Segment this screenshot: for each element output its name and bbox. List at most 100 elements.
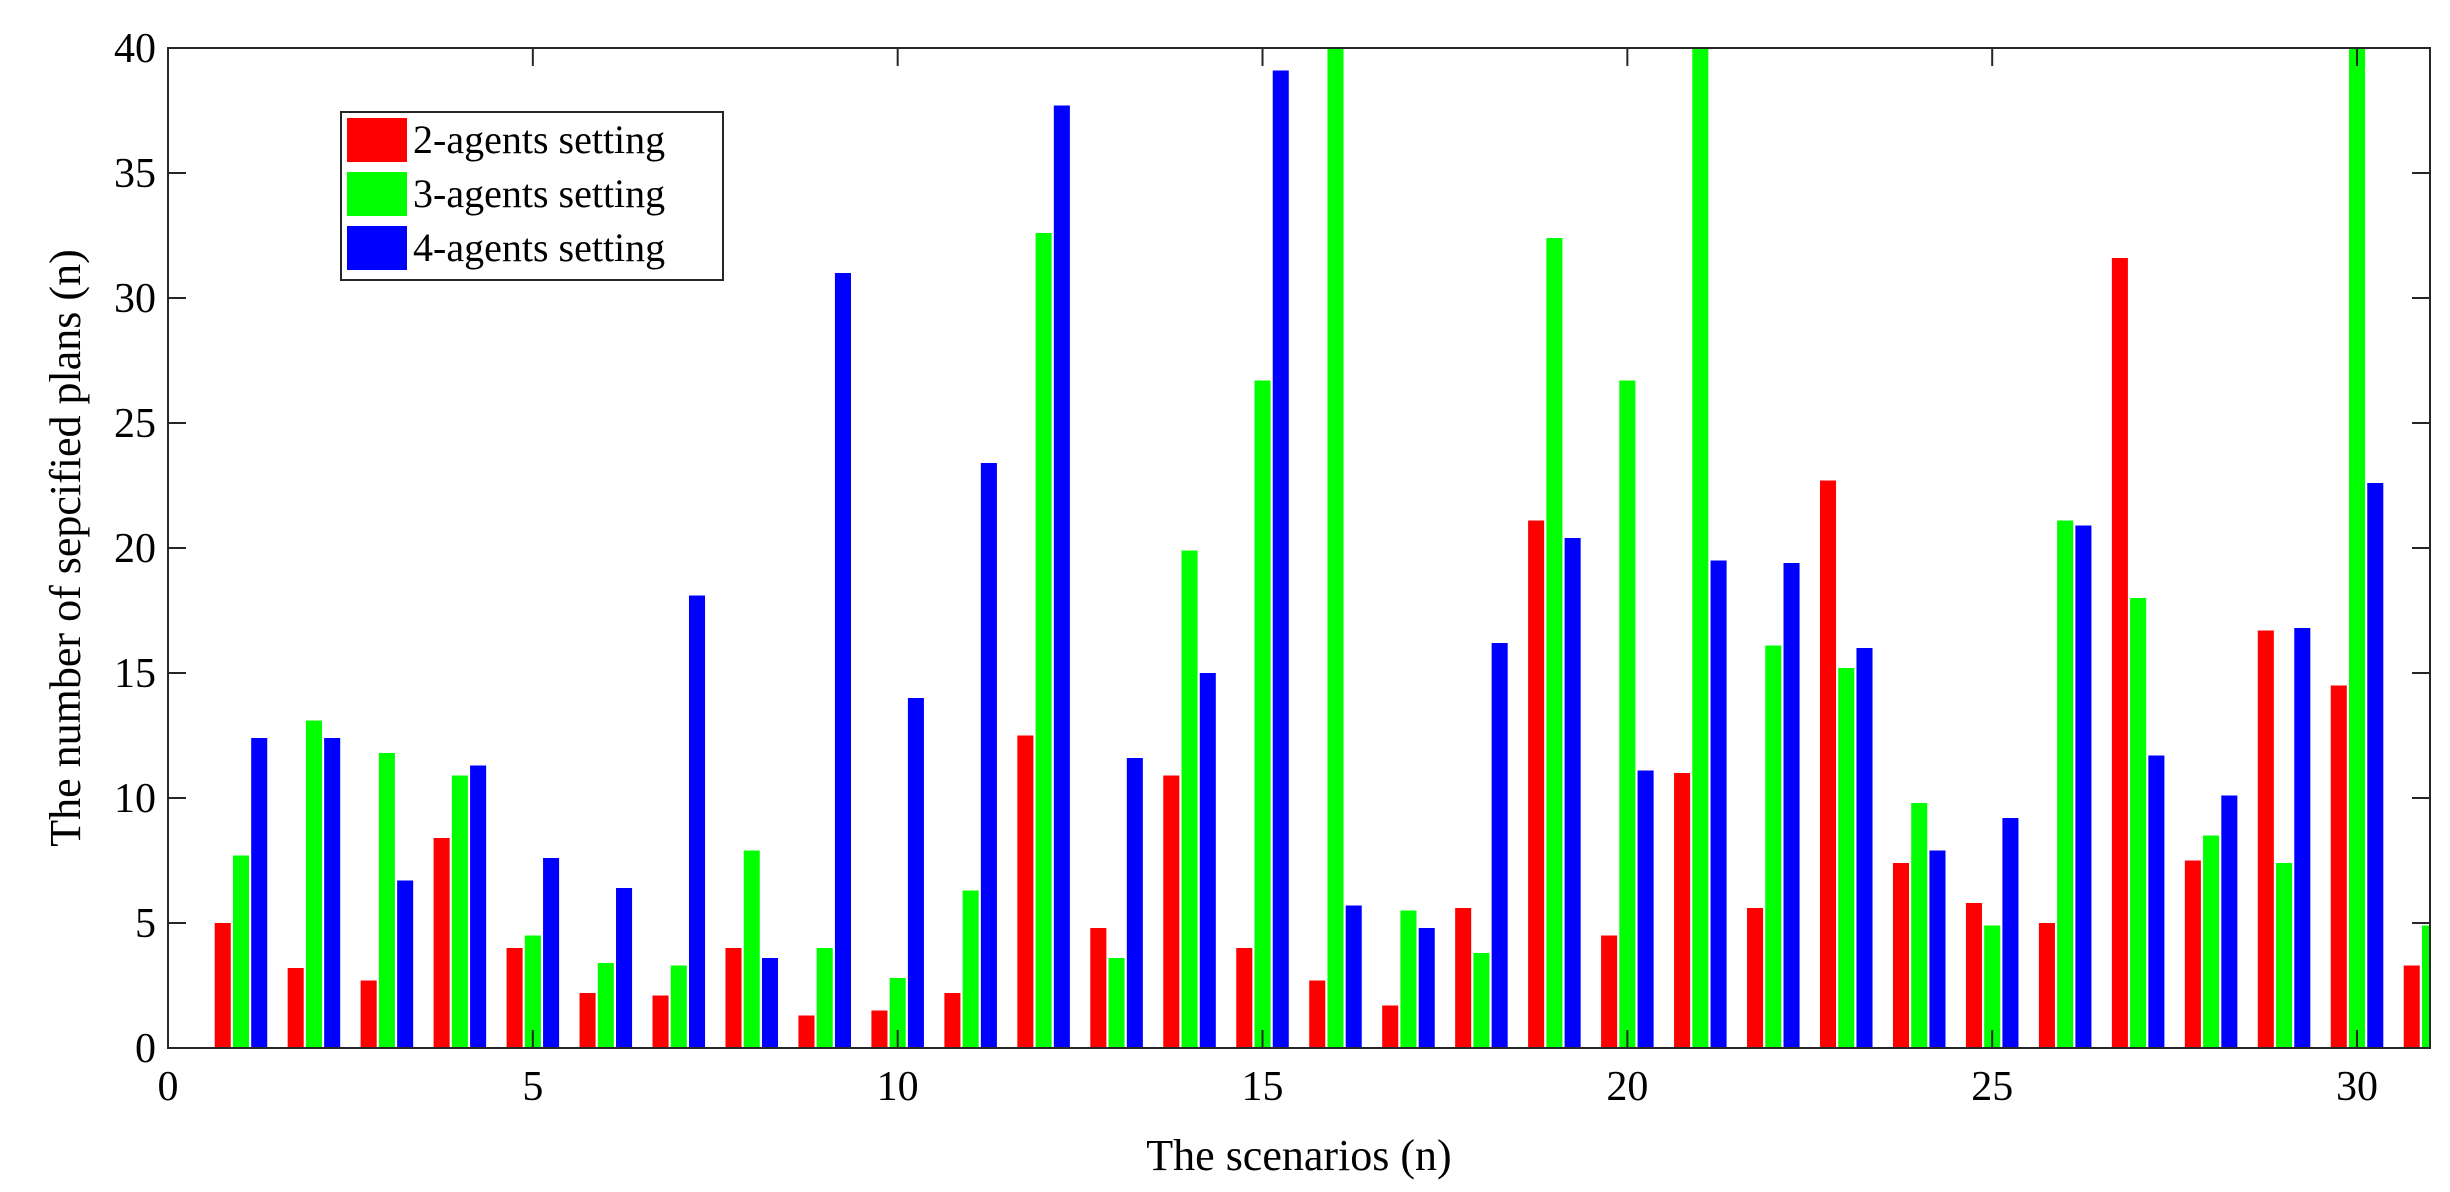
bar-series2-cat8 xyxy=(743,850,760,1048)
y-axis-label: The number of sepcified plans (n) xyxy=(41,249,90,846)
bar-series1-cat27 xyxy=(2111,258,2128,1048)
bar-series3-cat22 xyxy=(1783,563,1800,1048)
bar-series1-cat31 xyxy=(2403,965,2420,1048)
bar-series3-cat11 xyxy=(980,463,997,1048)
bar-series3-cat21 xyxy=(1710,560,1727,1048)
bar-series3-cat27 xyxy=(2148,755,2165,1048)
bar-series2-cat1 xyxy=(232,855,249,1048)
bar-series2-cat17 xyxy=(1400,910,1417,1048)
bar-series3-cat24 xyxy=(1929,850,1946,1048)
bar-series3-cat4 xyxy=(470,765,487,1048)
legend-label-1: 2-agents setting xyxy=(413,117,665,162)
bar-series2-cat7 xyxy=(670,965,687,1048)
x-tick-label: 25 xyxy=(1971,1064,2013,1110)
bars-group xyxy=(214,48,2430,1048)
bar-series1-cat4 xyxy=(433,838,450,1048)
y-tick-label: 40 xyxy=(114,26,156,72)
y-tick-label: 15 xyxy=(114,651,156,697)
bar-series2-cat21 xyxy=(1692,48,1709,1048)
bar-series1-cat23 xyxy=(1819,480,1837,1048)
x-tick-label: 15 xyxy=(1242,1064,1284,1110)
bar-series1-cat14 xyxy=(1163,775,1180,1048)
bar-series1-cat24 xyxy=(1892,863,1910,1048)
x-tick-label: 0 xyxy=(158,1064,179,1110)
x-tick-label: 30 xyxy=(2336,1064,2378,1110)
bar-series2-cat13 xyxy=(1108,958,1125,1048)
x-axis-label: The scenarios (n) xyxy=(1146,1131,1451,1180)
bar-series1-cat2 xyxy=(287,968,304,1048)
bar-series3-cat16 xyxy=(1345,905,1362,1048)
bar-series2-cat28 xyxy=(2203,835,2220,1048)
bar-series2-cat18 xyxy=(1473,953,1490,1048)
bar-series1-cat12 xyxy=(1017,735,1034,1048)
bar-series1-cat20 xyxy=(1601,935,1618,1048)
bar-series3-cat7 xyxy=(688,595,706,1048)
bar-series3-cat14 xyxy=(1199,673,1216,1048)
y-ticks: 0 5 10 15 20 25 30 35 40 xyxy=(114,26,2430,1072)
bar-series1-cat3 xyxy=(360,980,377,1048)
x-tick-label: 20 xyxy=(1606,1064,1648,1110)
bar-series3-cat2 xyxy=(324,738,341,1048)
legend-label-2: 3-agents setting xyxy=(413,171,665,216)
bar-series2-cat15 xyxy=(1254,380,1271,1048)
bar-series2-cat31 xyxy=(2421,925,2430,1048)
bar-series3-cat17 xyxy=(1418,928,1435,1048)
x-tick-label: 10 xyxy=(877,1064,919,1110)
bar-series3-cat30 xyxy=(2367,483,2384,1048)
legend-swatch-1 xyxy=(347,118,407,162)
bar-series2-cat12 xyxy=(1035,233,1052,1048)
bar-series2-cat30 xyxy=(2349,48,2366,1048)
bar-series1-cat29 xyxy=(2257,630,2274,1048)
bar-series2-cat5 xyxy=(524,935,541,1048)
bar-series1-cat16 xyxy=(1309,980,1326,1048)
bar-series1-cat25 xyxy=(1965,903,1982,1048)
bar-series1-cat5 xyxy=(506,948,523,1048)
bar-series1-cat30 xyxy=(2330,685,2347,1048)
bar-series3-cat25 xyxy=(2002,818,2019,1048)
bar-series2-cat25 xyxy=(1984,925,2001,1048)
y-tick-label: 10 xyxy=(114,776,156,822)
y-tick-label: 20 xyxy=(114,526,156,572)
bar-series3-cat6 xyxy=(616,888,633,1048)
bar-series2-cat3 xyxy=(378,753,395,1048)
axes-box xyxy=(167,47,2431,1049)
bar-series3-cat19 xyxy=(1564,538,1581,1048)
bar-series3-cat20 xyxy=(1637,770,1654,1048)
bar-series1-cat26 xyxy=(2038,923,2055,1048)
bar-series3-cat9 xyxy=(834,273,851,1048)
bar-series1-cat13 xyxy=(1090,928,1107,1048)
bar-series2-cat22 xyxy=(1765,645,1782,1048)
bar-series1-cat6 xyxy=(579,993,596,1048)
bar-series1-cat8 xyxy=(725,948,742,1048)
bar-series1-cat9 xyxy=(798,1015,815,1048)
bar-series2-cat20 xyxy=(1619,380,1636,1048)
bar-series2-cat26 xyxy=(2057,520,2074,1048)
bar-series2-cat16 xyxy=(1327,48,1344,1048)
bar-series3-cat15 xyxy=(1272,70,1289,1048)
bar-series3-cat29 xyxy=(2294,628,2311,1048)
bar-series2-cat4 xyxy=(451,775,468,1048)
legend-swatch-3 xyxy=(347,226,407,270)
bar-series2-cat29 xyxy=(2276,863,2293,1048)
bar-series3-cat12 xyxy=(1053,105,1070,1048)
bar-series3-cat10 xyxy=(907,698,924,1048)
legend: 2-agents setting 3-agents setting 4-agents… xyxy=(340,111,724,281)
bar-series2-cat2 xyxy=(305,720,322,1048)
bar-series1-cat22 xyxy=(1747,908,1764,1048)
bar-series1-cat7 xyxy=(652,995,669,1048)
bar-series1-cat28 xyxy=(2184,860,2201,1048)
bar-series1-cat10 xyxy=(871,1010,888,1048)
bar-series3-cat18 xyxy=(1491,643,1508,1048)
y-tick-label: 25 xyxy=(114,401,156,447)
y-tick-label: 0 xyxy=(135,1026,156,1072)
y-tick-label: 5 xyxy=(135,901,156,947)
bar-series2-cat11 xyxy=(962,890,979,1048)
bar-series2-cat23 xyxy=(1838,668,1855,1048)
bar-series3-cat5 xyxy=(543,858,560,1048)
bar-series3-cat1 xyxy=(251,738,268,1048)
x-tick-label: 5 xyxy=(522,1064,543,1110)
bar-series3-cat13 xyxy=(1126,758,1143,1048)
y-tick-label: 35 xyxy=(114,151,156,197)
